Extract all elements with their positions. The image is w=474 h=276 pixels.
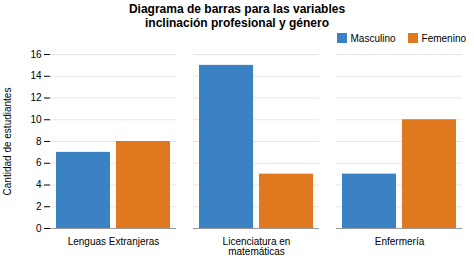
svg-text:14: 14 <box>30 70 42 81</box>
svg-text:4: 4 <box>36 179 42 190</box>
svg-text:Licenciatura enmatemáticas: Licenciatura enmatemáticas <box>223 236 291 257</box>
html-text:Femenino: Femenino <box>421 33 466 44</box>
svg-text:2: 2 <box>36 201 42 212</box>
svg-text:16: 16 <box>30 49 42 60</box>
svg-text:0: 0 <box>36 223 42 234</box>
svg-text:Enfermería: Enfermería <box>375 236 425 247</box>
svg-text:12: 12 <box>30 92 42 103</box>
svg-text:8: 8 <box>36 136 42 147</box>
svg-text:Cantidad de estudiantes: Cantidad de estudiantes <box>2 88 13 196</box>
html-text:Masculino: Masculino <box>350 33 396 44</box>
svg-text:6: 6 <box>36 157 42 168</box>
html-text:Diagrama de barras para las va: Diagrama de barras para las variables in… <box>128 2 346 30</box>
svg-text:10: 10 <box>30 114 42 125</box>
svg-text:Lenguas Extranjeras: Lenguas Extranjeras <box>68 236 160 247</box>
